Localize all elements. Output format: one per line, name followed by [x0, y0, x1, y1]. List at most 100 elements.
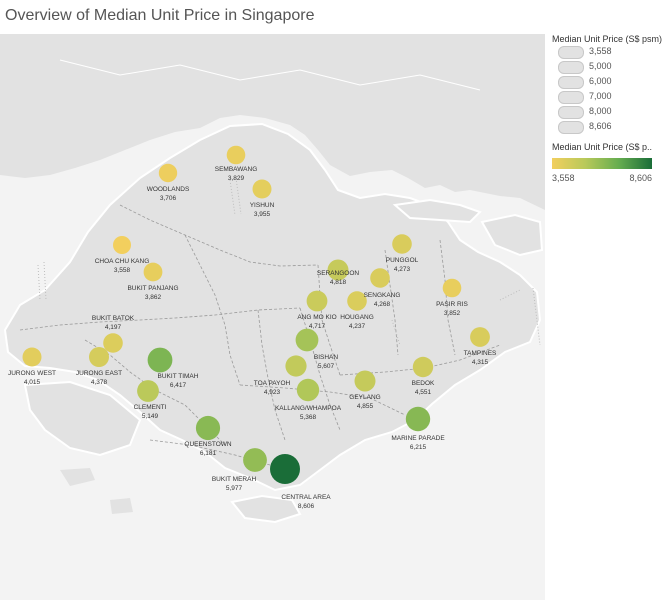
- area-name-label: BUKIT BATOK: [92, 315, 135, 322]
- area-name-label: SEMBAWANG: [215, 166, 258, 173]
- area-circle-tampines[interactable]: [470, 327, 490, 347]
- jurong-island: [23, 380, 142, 457]
- area-name-label: KALLANG/WHAMPOA: [275, 405, 342, 412]
- area-circle-toa-payoh[interactable]: [285, 355, 307, 377]
- pulau-ubin: [392, 198, 482, 224]
- area-name-label: SERANGOON: [317, 270, 360, 277]
- map-panel[interactable]: SEMBAWANG 3,829 WOODLANDS 3,706 YISHUN 3,955 C…: [0, 34, 545, 600]
- size-swatch: [558, 121, 584, 134]
- area-name-label: YISHUN: [250, 202, 275, 209]
- size-legend-item: 7,000: [552, 89, 665, 104]
- area-value-label: 4,015: [24, 379, 41, 386]
- area-circle-marine-parade[interactable]: [405, 406, 431, 432]
- area-name-label: BUKIT PANJANG: [127, 285, 178, 292]
- area-circle-queenstown[interactable]: [195, 415, 221, 441]
- area-value-label: 6,417: [170, 382, 187, 389]
- area-circle-bishan[interactable]: [295, 328, 319, 352]
- area-value-label: 6,181: [200, 450, 217, 457]
- area-value-label: 5,607: [318, 363, 335, 370]
- area-name-label: JURONG WEST: [8, 370, 56, 377]
- area-value-label: 4,855: [357, 403, 374, 410]
- size-legend-value: 8,000: [589, 106, 612, 116]
- area-circle-woodlands[interactable]: [158, 163, 178, 183]
- size-legend-value: 7,000: [589, 91, 612, 101]
- sentosa: [230, 494, 302, 524]
- size-swatch: [558, 46, 584, 59]
- area-circle-bukit-batok[interactable]: [103, 333, 123, 353]
- area-value-label: 4,268: [374, 301, 391, 308]
- area-value-label: 8,606: [298, 503, 315, 510]
- area-name-label: MARINE PARADE: [391, 435, 445, 442]
- area-name-label: BUKIT MERAH: [212, 476, 257, 483]
- area-value-label: 5,368: [300, 414, 317, 421]
- area-circle-ang-mo-kio[interactable]: [306, 290, 328, 312]
- size-legend-value: 8,606: [589, 121, 612, 131]
- area-circle-jurong-east[interactable]: [89, 347, 109, 367]
- area-value-label: 3,829: [228, 175, 245, 182]
- area-name-label: QUEENSTOWN: [184, 441, 231, 448]
- size-legend-value: 5,000: [589, 61, 612, 71]
- pulau-tekong: [480, 213, 544, 257]
- area-value-label: 4,197: [105, 324, 122, 331]
- area-value-label: 3,862: [145, 294, 162, 301]
- size-swatch: [558, 106, 584, 119]
- size-swatch: [558, 91, 584, 104]
- area-circle-sembawang[interactable]: [226, 145, 246, 165]
- color-legend-labels: 3,558 8,606: [552, 173, 652, 185]
- color-gradient-bar: [552, 158, 652, 169]
- area-name-label: CLEMENTI: [134, 404, 167, 411]
- area-circle-bukit-merah[interactable]: [243, 448, 267, 472]
- area-name-label: PUNGGOL: [386, 257, 419, 264]
- area-name-label: BUKIT TIMAH: [158, 373, 199, 380]
- area-circle-central-area[interactable]: [270, 454, 300, 484]
- color-legend-max: 8,606: [629, 173, 652, 183]
- map-features: [37, 177, 541, 346]
- johor-land: [0, 34, 545, 210]
- area-name-label: SENGKANG: [364, 292, 401, 299]
- size-legend-value: 3,558: [589, 46, 612, 56]
- area-name-label: BISHAN: [314, 354, 339, 361]
- area-value-label: 4,551: [415, 389, 432, 396]
- area-value-label: 4,315: [472, 359, 489, 366]
- size-legend-item: 6,000: [552, 74, 665, 89]
- area-name-label: HOUGANG: [340, 314, 374, 321]
- area-name-label: GEYLANG: [349, 394, 380, 401]
- area-circle-hougang[interactable]: [347, 291, 367, 311]
- area-circle-jurong-west[interactable]: [22, 347, 42, 367]
- area-name-label: CENTRAL AREA: [281, 494, 331, 501]
- southern-island-2: [110, 498, 133, 514]
- area-value-label: 4,923: [264, 389, 281, 396]
- size-swatch: [558, 61, 584, 74]
- area-circle-yishun[interactable]: [252, 179, 272, 199]
- size-legend: 3,558 5,000 6,000 7,000 8,000 8,606: [552, 44, 665, 134]
- area-circle-bukit-panjang[interactable]: [143, 262, 163, 282]
- area-value-label: 5,149: [142, 413, 159, 420]
- area-circles-layer[interactable]: [22, 145, 490, 484]
- legend-panel: Median Unit Price (S$ psm) 3,558 5,000 6…: [552, 34, 665, 185]
- southern-island-1: [60, 468, 95, 486]
- size-legend-item: 8,606: [552, 119, 665, 134]
- color-legend-title: Median Unit Price (S$ p..: [552, 142, 653, 152]
- area-circle-punggol[interactable]: [392, 234, 412, 254]
- size-legend-item: 5,000: [552, 59, 665, 74]
- area-circle-geylang[interactable]: [354, 370, 376, 392]
- area-circle-pasir-ris[interactable]: [442, 278, 462, 298]
- area-name-label: BEDOK: [412, 380, 435, 387]
- area-circle-clementi[interactable]: [137, 380, 159, 402]
- area-name-label: JURONG EAST: [76, 370, 122, 377]
- map-svg[interactable]: SEMBAWANG 3,829 WOODLANDS 3,706 YISHUN 3,955 C…: [0, 34, 545, 600]
- color-legend-min: 3,558: [552, 173, 575, 183]
- area-circle-bukit-timah[interactable]: [147, 347, 173, 373]
- area-circle-serangoon[interactable]: [327, 259, 349, 281]
- area-circle-bedok[interactable]: [412, 356, 434, 378]
- area-value-label: 4,818: [330, 279, 347, 286]
- area-circle-choa-chu-kang[interactable]: [113, 236, 131, 254]
- area-value-label: 4,378: [91, 379, 108, 386]
- area-value-label: 3,955: [254, 211, 271, 218]
- size-legend-title: Median Unit Price (S$ psm): [552, 34, 663, 44]
- area-circle-kallang-whampoa[interactable]: [296, 378, 320, 402]
- area-value-label: 4,237: [349, 323, 366, 330]
- area-name-label: WOODLANDS: [147, 186, 190, 193]
- area-circle-sengkang[interactable]: [370, 268, 390, 288]
- area-name-label: PASIR RIS: [436, 301, 468, 308]
